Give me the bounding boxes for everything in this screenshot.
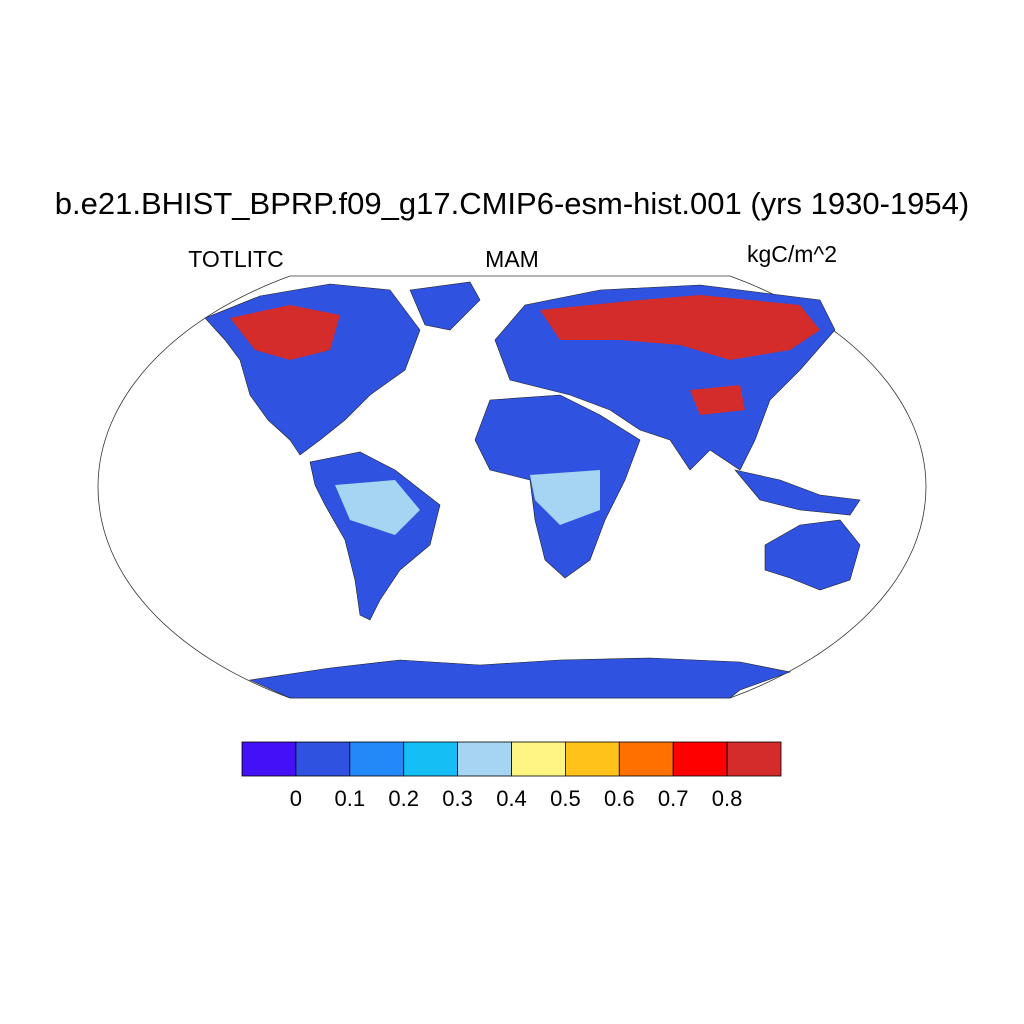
region-high: [540, 295, 820, 360]
title: b.e21.BHIST_BPRP.f09_g17.CMIP6-esm-hist.…: [55, 186, 969, 221]
colorbar-label: 0.6: [604, 786, 635, 811]
australia: [764, 519, 861, 591]
region-mid: [335, 480, 420, 535]
colorbar-box: [295, 741, 351, 777]
colorbar-box: [349, 741, 405, 777]
colorbar: 0 0.1 0.2 0.3 0.4 0.5 0.6 0.7 0.8: [241, 741, 782, 811]
region-mid: [530, 470, 600, 525]
colorbar-box: [511, 741, 566, 777]
region-high: [230, 305, 340, 360]
colorbar-box: [672, 741, 728, 777]
colorbar-label: 0.3: [442, 786, 473, 811]
colorbar-box: [241, 741, 297, 777]
colorbar-label: 0.2: [388, 786, 419, 811]
center-label: MAM: [485, 246, 539, 272]
colorbar-label: 0.1: [335, 786, 366, 811]
colorbar-box: [618, 741, 674, 777]
colorbar-label: 0.5: [550, 786, 581, 811]
colorbar-label: 0.7: [658, 786, 689, 811]
colorbar-label: 0.8: [712, 786, 743, 811]
southeast-asia: [734, 469, 861, 516]
right-label: kgC/m^2: [747, 241, 837, 267]
colorbar-box: [457, 741, 512, 777]
colorbar-label: 0.4: [496, 786, 527, 811]
left-label: TOTLITC: [188, 246, 283, 272]
greenland: [409, 281, 481, 331]
antarctica: [248, 657, 792, 699]
region-high: [690, 385, 745, 415]
map: [97, 275, 927, 699]
colorbar-box: [726, 741, 782, 777]
colorbar-box: [403, 741, 459, 777]
colorbar-box: [565, 741, 620, 777]
colorbar-label: 0: [290, 786, 302, 811]
